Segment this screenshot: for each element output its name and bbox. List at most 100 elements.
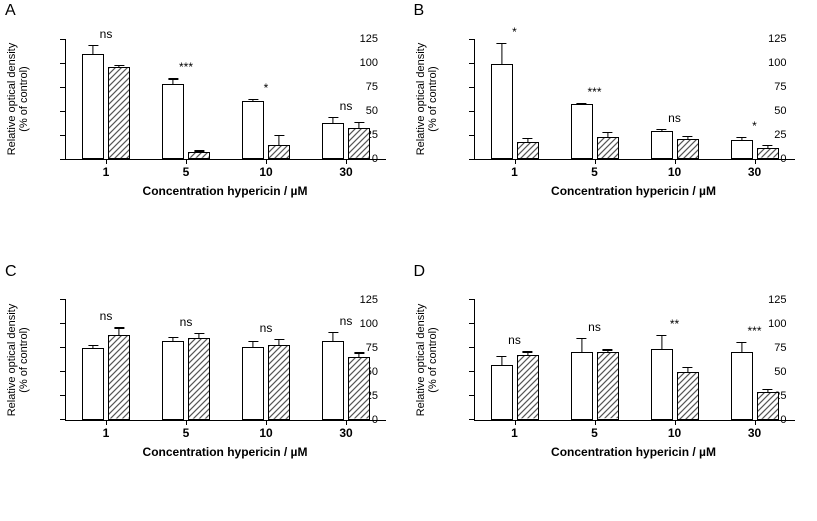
ytick — [60, 347, 66, 348]
ytick-label: 125 — [360, 294, 378, 306]
chart: 0255075100125Relative optical density(% … — [474, 30, 808, 200]
ytick — [60, 63, 66, 64]
bar-open — [82, 348, 104, 420]
error-bar — [358, 123, 359, 130]
hatch-fill — [518, 356, 538, 418]
error-cap — [683, 367, 693, 368]
ylabel-line2: (% of control) — [18, 66, 30, 131]
plot-area: 0255075100125Relative optical density(% … — [474, 39, 795, 160]
ytick — [469, 159, 475, 160]
ytick-label: 100 — [768, 318, 786, 330]
significance-label: ns — [588, 320, 601, 334]
panel-c: C0255075100125Relative optical density(%… — [0, 261, 409, 521]
panel-letter: A — [5, 2, 16, 20]
hatch-fill — [518, 143, 538, 158]
hatch-fill — [269, 346, 289, 419]
bar-open — [731, 352, 753, 419]
error-cap — [328, 117, 338, 118]
significance-label: ns — [180, 315, 193, 329]
y-axis-label: Relative optical density(% of control) — [6, 290, 30, 430]
ytick — [469, 395, 475, 396]
bar-hatched — [188, 338, 210, 420]
ylabel-line1: Relative optical density — [414, 303, 426, 416]
ytick-label: 125 — [360, 33, 378, 45]
xtick-mark — [106, 420, 107, 425]
error-bar — [607, 350, 608, 353]
bar-open — [491, 365, 513, 420]
error-bar — [527, 139, 528, 143]
hatch-fill — [758, 393, 778, 419]
error-bar — [607, 133, 608, 138]
ytick — [469, 371, 475, 372]
error-cap — [763, 389, 773, 390]
ytick-label: 0 — [372, 414, 378, 426]
error-bar — [741, 343, 742, 354]
bar-hatched — [517, 355, 539, 419]
bar-hatched — [348, 357, 370, 419]
xtick-mark — [595, 159, 596, 164]
ytick — [469, 299, 475, 300]
bar-open — [322, 123, 344, 159]
significance-label: * — [264, 81, 269, 95]
ylabel-line1: Relative optical density — [6, 43, 18, 156]
ytick-label: 100 — [360, 57, 378, 69]
significance-label: *** — [179, 60, 193, 74]
error-cap — [168, 78, 178, 79]
bar-hatched — [268, 345, 290, 420]
significance-label: ** — [670, 317, 679, 331]
xtick-label: 30 — [339, 165, 352, 179]
error-bar — [118, 328, 119, 336]
error-cap — [88, 345, 98, 346]
ylabel-line2: (% of control) — [427, 327, 439, 392]
ylabel-line1: Relative optical density — [414, 43, 426, 156]
ytick — [60, 371, 66, 372]
error-cap — [603, 349, 613, 350]
y-axis-label: Relative optical density(% of control) — [414, 29, 438, 169]
error-bar — [172, 338, 173, 342]
error-bar — [172, 79, 173, 85]
significance-label: ns — [508, 333, 521, 347]
hatch-fill — [189, 339, 209, 419]
error-bar — [527, 352, 528, 356]
xtick-label: 1 — [511, 426, 518, 440]
error-bar — [581, 104, 582, 105]
bar-hatched — [348, 128, 370, 159]
ytick-label: 100 — [360, 318, 378, 330]
hatch-fill — [678, 140, 698, 158]
bar-open — [242, 347, 264, 420]
ytick-label: 50 — [366, 105, 378, 117]
bar-open — [651, 131, 673, 159]
xtick-mark — [186, 159, 187, 164]
plot-area: 0255075100125Relative optical density(% … — [65, 300, 386, 421]
xtick-mark — [595, 420, 596, 425]
x-axis-label: Concentration hypericin / µM — [65, 445, 385, 459]
bar-hatched — [517, 142, 539, 159]
error-cap — [577, 338, 587, 339]
bar-hatched — [677, 372, 699, 420]
xtick-label: 30 — [748, 165, 761, 179]
bar-open — [162, 341, 184, 420]
error-cap — [523, 351, 533, 352]
bar-open — [651, 349, 673, 419]
ytick — [469, 63, 475, 64]
xtick-label: 1 — [511, 165, 518, 179]
significance-label: *** — [747, 324, 761, 338]
ytick-label: 75 — [774, 81, 786, 93]
ytick — [60, 39, 66, 40]
xtick-label: 5 — [591, 165, 598, 179]
error-cap — [168, 337, 178, 338]
x-axis-label: Concentration hypericin / µM — [474, 184, 794, 198]
hatch-fill — [598, 353, 618, 418]
error-bar — [661, 130, 662, 132]
bar-hatched — [757, 148, 779, 159]
hatch-fill — [109, 68, 129, 158]
xtick-mark — [675, 420, 676, 425]
y-axis-label: Relative optical density(% of control) — [414, 290, 438, 430]
significance-label: * — [752, 119, 757, 133]
xtick-label: 30 — [339, 426, 352, 440]
ytick — [469, 39, 475, 40]
xtick-mark — [755, 420, 756, 425]
bar-hatched — [597, 137, 619, 159]
ytick-label: 75 — [366, 342, 378, 354]
xtick-mark — [266, 159, 267, 164]
